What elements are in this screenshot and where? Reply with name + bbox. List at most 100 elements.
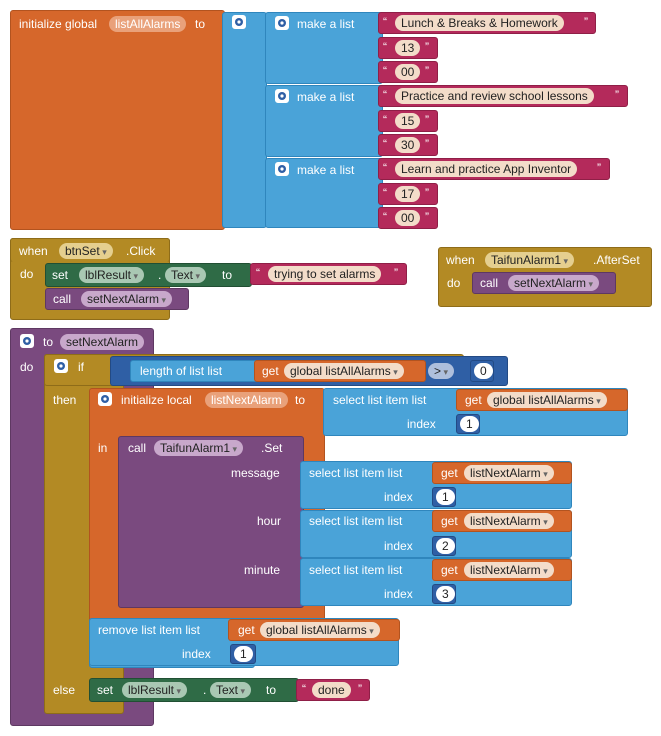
select-list-item-label: select list item list — [309, 466, 403, 480]
initialize-local-keyword: initialize local — [121, 393, 192, 407]
get-keyword: get — [238, 623, 255, 637]
operator-dropdown[interactable]: > — [428, 363, 455, 379]
do-keyword: do — [20, 267, 34, 281]
do-keyword: do — [20, 360, 34, 374]
dot: . — [203, 683, 207, 697]
procedure-name[interactable]: setNextAlarm — [60, 334, 145, 350]
component-dropdown-lblresult[interactable]: lblResult — [122, 682, 188, 698]
text-value[interactable]: done — [312, 682, 351, 698]
do-keyword: do — [447, 276, 461, 290]
property-dropdown-text[interactable]: Text — [210, 682, 252, 698]
make-a-list-label-2: make a list — [297, 90, 355, 104]
make-a-list-label-1: make a list — [297, 17, 355, 31]
event-name: .Click — [126, 244, 156, 258]
text-value[interactable]: 15 — [395, 113, 421, 129]
quote-open: “ — [383, 161, 387, 175]
quote-close: ” — [394, 266, 398, 280]
quote-open: “ — [383, 15, 387, 29]
quote-open: “ — [383, 137, 387, 151]
index-label: index — [384, 539, 413, 553]
quote-close: ” — [425, 64, 429, 78]
quote-close: ” — [425, 40, 429, 54]
gear-icon[interactable] — [275, 162, 289, 176]
quote-close: ” — [425, 210, 429, 224]
number-value[interactable]: 3 — [436, 586, 455, 602]
variable-dropdown[interactable]: listNextAlarm — [464, 465, 554, 481]
in-keyword: in — [98, 441, 108, 455]
gear-icon[interactable] — [20, 334, 34, 348]
number-value[interactable]: 2 — [436, 538, 455, 554]
quote-open: “ — [302, 682, 306, 696]
remove-list-item-label: remove list item list — [98, 623, 201, 637]
component-dropdown-taifunalarm1[interactable]: TaifunAlarm1 — [485, 252, 575, 268]
gear-icon[interactable] — [275, 16, 289, 30]
when-keyword: when — [19, 244, 48, 258]
select-list-item-label: select list item list — [333, 393, 427, 407]
else-keyword: else — [53, 683, 76, 697]
call-taifunalarm-set-block[interactable] — [118, 436, 304, 608]
component-dropdown-lblresult[interactable]: lblResult — [79, 267, 145, 283]
text-value[interactable]: Learn and practice App Inventor — [395, 161, 578, 177]
procedure-dropdown[interactable]: setNextAlarm — [81, 291, 173, 307]
procedure-dropdown[interactable]: setNextAlarm — [508, 275, 600, 291]
make-a-list-label-3: make a list — [297, 163, 355, 177]
select-list-item-label: select list item list — [309, 514, 403, 528]
variable-dropdown[interactable]: listNextAlarm — [464, 513, 554, 529]
initialize-global-to: to — [195, 17, 206, 31]
index-label: index — [384, 490, 413, 504]
gear-icon[interactable] — [54, 359, 68, 373]
index-label: index — [182, 647, 211, 661]
param-message-label: message — [231, 466, 280, 480]
text-value[interactable]: Practice and review school lessons — [395, 88, 594, 104]
dot: . — [158, 268, 162, 282]
quote-close: ” — [615, 88, 619, 102]
to-keyword: to — [222, 268, 233, 282]
local-to-keyword: to — [295, 393, 306, 407]
text-value[interactable]: 30 — [395, 137, 421, 153]
call-keyword: call — [480, 276, 499, 290]
param-minute-label: minute — [244, 563, 281, 577]
variable-dropdown[interactable]: global listAllAlarms — [260, 622, 380, 638]
local-variable-name[interactable]: listNextAlarm — [205, 392, 288, 408]
quote-close: ” — [425, 137, 429, 151]
quote-open: “ — [383, 210, 387, 224]
make-a-list-outer-block[interactable] — [222, 12, 267, 228]
event-name: .AfterSet — [593, 253, 640, 267]
set-lblresult-text-block[interactable] — [45, 263, 252, 287]
gear-icon[interactable] — [232, 15, 246, 29]
number-value[interactable]: 0 — [474, 363, 493, 379]
gear-icon[interactable] — [98, 392, 112, 406]
get-keyword: get — [262, 364, 279, 378]
component-dropdown-btnset[interactable]: btnSet — [59, 243, 113, 259]
initialize-global-block[interactable] — [10, 10, 225, 230]
to-keyword: to — [43, 335, 54, 349]
component-dropdown-taifunalarm1[interactable]: TaifunAlarm1 — [154, 440, 244, 456]
variable-dropdown[interactable]: global listAllAlarms — [487, 392, 607, 408]
select-list-item-label: select list item list — [309, 563, 403, 577]
quote-close: ” — [425, 113, 429, 127]
if-keyword: if — [78, 360, 84, 374]
text-value[interactable]: 00 — [395, 64, 421, 80]
variable-dropdown[interactable]: global listAllAlarms — [284, 363, 404, 379]
get-keyword: get — [465, 393, 482, 407]
text-value[interactable]: Lunch & Breaks & Homework — [395, 15, 564, 31]
property-dropdown-text[interactable]: Text — [165, 267, 207, 283]
call-keyword: call — [128, 441, 147, 455]
text-value[interactable]: trying to set alarms — [268, 266, 382, 282]
method-name: .Set — [261, 441, 283, 455]
global-variable-name[interactable]: listAllAlarms — [109, 16, 187, 32]
text-value[interactable]: 00 — [395, 210, 421, 226]
number-value[interactable]: 1 — [436, 489, 455, 505]
call-keyword: call — [53, 292, 72, 306]
gear-icon[interactable] — [275, 89, 289, 103]
text-value[interactable]: 17 — [395, 186, 421, 202]
number-value[interactable]: 1 — [460, 416, 479, 432]
text-value[interactable]: 13 — [395, 40, 421, 56]
number-value[interactable]: 1 — [234, 646, 253, 662]
length-of-list-label: length of list list — [140, 364, 223, 378]
variable-dropdown[interactable]: listNextAlarm — [464, 562, 554, 578]
quote-open: “ — [383, 88, 387, 102]
quote-close: ” — [425, 186, 429, 200]
quote-close: ” — [358, 682, 362, 696]
set-keyword: set — [52, 268, 69, 282]
